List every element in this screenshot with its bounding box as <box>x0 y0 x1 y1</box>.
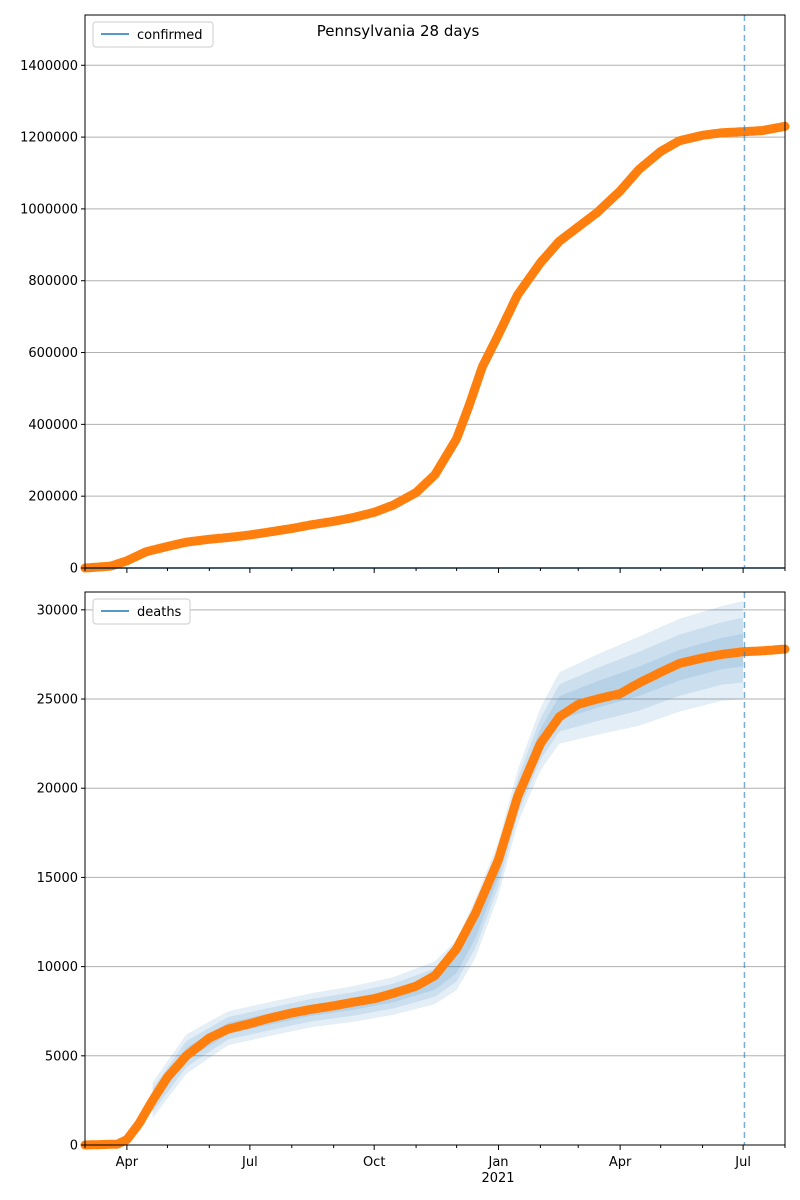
top-plot-frame <box>84 14 786 569</box>
x-tick-label: Oct <box>363 1155 385 1170</box>
y-tick-label: 10000 <box>37 960 78 975</box>
y-tick-label: 1200000 <box>20 131 78 146</box>
x-tick-label: Jul <box>734 1155 751 1170</box>
x-tick-label: Apr <box>609 1155 632 1170</box>
uncertainty-band <box>152 600 744 1119</box>
bottom-y-axis: 0 5000 10000 15000 20000 25000 30000 <box>37 603 85 1154</box>
y-tick-label: 30000 <box>37 603 78 618</box>
y-tick-label: 800000 <box>28 274 78 289</box>
bottom-legend-box <box>92 598 191 625</box>
y-tick-label: 200000 <box>28 490 78 505</box>
y-tick-label: 1400000 <box>20 59 78 74</box>
top-legend-box <box>92 21 214 48</box>
top-x-axis <box>84 568 786 573</box>
y-tick-label: 0 <box>70 562 78 577</box>
x-tick-label: Jul <box>241 1155 258 1170</box>
y-tick-label: 25000 <box>37 693 78 708</box>
bottom-legend: deaths <box>92 598 191 625</box>
legend-confirmed: confirmed <box>137 28 203 43</box>
panel-deaths: 0 5000 10000 15000 20000 25000 30000 Apr Jul Oct… <box>37 591 790 1186</box>
y-tick-label: 15000 <box>37 871 78 886</box>
chart-title: Pennsylvania 28 days <box>317 22 480 40</box>
x-tick-label: Jan <box>487 1155 508 1170</box>
y-tick-label: 20000 <box>37 782 78 797</box>
y-tick-label: 1000000 <box>20 202 78 217</box>
bottom-x-axis: Apr Jul Oct Jan Apr Jul <box>84 1145 786 1170</box>
bottom-band <box>152 600 744 1119</box>
legend-deaths: deaths <box>137 605 182 620</box>
series-confirmed-points <box>80 121 790 573</box>
bottom-plot-frame <box>84 591 786 1146</box>
x-year-label: 2021 <box>481 1171 514 1186</box>
y-tick-label: 400000 <box>28 418 78 433</box>
top-legend: confirmed <box>92 21 214 48</box>
panel-confirmed: 0 200000 400000 600000 800000 1000000 1200000 1… <box>20 14 790 577</box>
y-tick-label: 0 <box>70 1139 78 1154</box>
bottom-series <box>80 644 790 1150</box>
top-y-axis: 0 200000 400000 600000 800000 1000000 1200000 1… <box>20 59 85 577</box>
series-deaths-points <box>80 644 790 1150</box>
uncertainty-band <box>152 617 744 1113</box>
y-tick-label: 600000 <box>28 346 78 361</box>
y-tick-label: 5000 <box>45 1049 78 1064</box>
x-tick-label: Apr <box>116 1155 139 1170</box>
